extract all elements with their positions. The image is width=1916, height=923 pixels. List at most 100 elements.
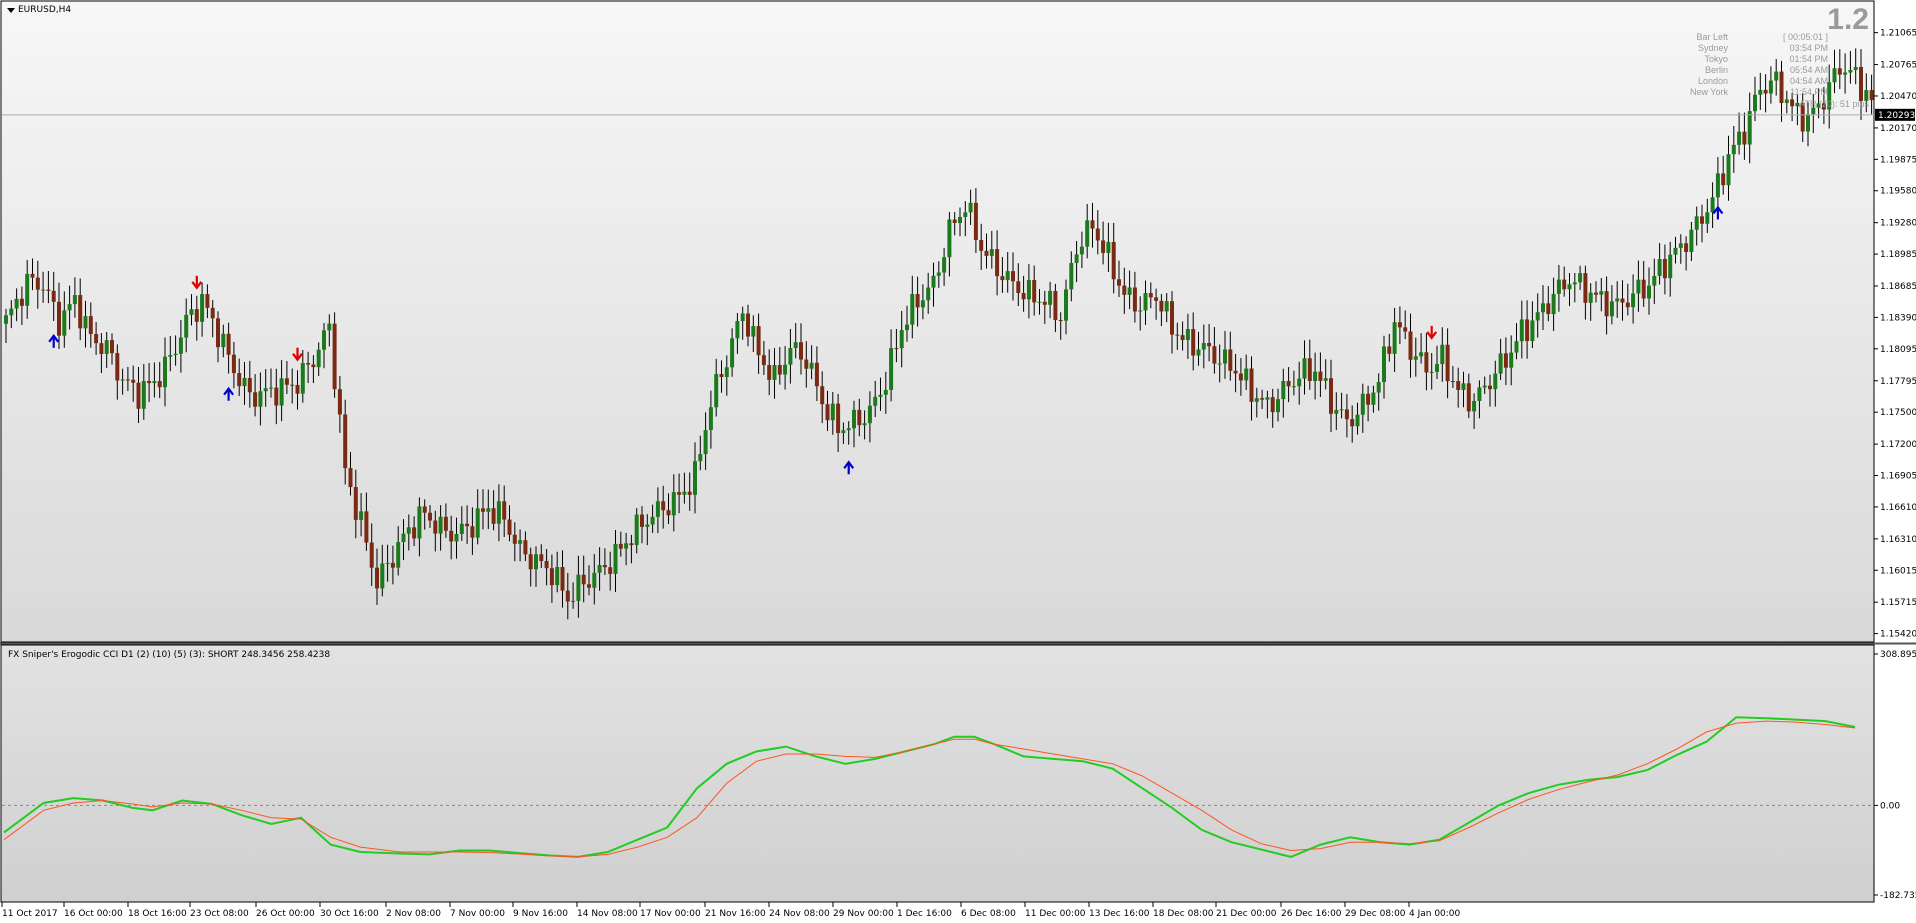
candle: [385, 544, 390, 582]
candle-body: [878, 394, 883, 397]
candle-body: [269, 387, 273, 389]
candle: [666, 493, 671, 524]
buy-arrow-icon: [843, 460, 855, 475]
candle-body: [1700, 216, 1704, 224]
candle: [979, 223, 984, 270]
clock-row: Bar Left [ 00:05:01 ]: [1628, 32, 1828, 43]
candle: [157, 362, 162, 399]
candle-body: [1069, 262, 1074, 290]
candle: [200, 282, 205, 337]
candle-body: [1032, 280, 1037, 303]
candle-body: [1609, 301, 1614, 317]
candle-body: [1758, 89, 1763, 95]
candle: [1488, 374, 1492, 407]
candle: [1768, 66, 1773, 104]
candle-body: [470, 526, 475, 538]
candle: [1541, 285, 1545, 331]
candle-body: [1790, 99, 1795, 107]
candle: [820, 371, 825, 424]
candle: [205, 284, 210, 319]
candle: [1223, 330, 1227, 379]
candle: [942, 247, 947, 286]
candle-body: [1265, 397, 1270, 400]
candle: [1572, 273, 1577, 303]
time-tick-label: 26 Dec 16:00: [1281, 909, 1342, 919]
candle: [269, 368, 273, 398]
candle: [1201, 324, 1206, 369]
candle: [1668, 241, 1673, 297]
indicator-title: FX Sniper's Erogodic CCI D1 (2) (10) (5)…: [8, 650, 331, 660]
candle: [1419, 333, 1424, 364]
candle: [316, 342, 321, 376]
candle: [51, 271, 56, 321]
candle-body: [316, 349, 321, 368]
candle-body: [1641, 279, 1646, 299]
candle: [1827, 64, 1832, 129]
candle: [910, 275, 915, 339]
symbol-title[interactable]: EURUSD,H4: [7, 5, 71, 15]
candle-body: [1710, 197, 1715, 213]
candle-body: [1599, 291, 1604, 295]
candle: [290, 368, 295, 404]
time-tick-label: 21 Nov 16:00: [705, 909, 766, 919]
candle-body: [1228, 349, 1233, 371]
candle-body: [1435, 364, 1439, 372]
candle: [1138, 296, 1143, 331]
chevron-down-icon[interactable]: [7, 7, 15, 13]
candle: [1843, 53, 1848, 94]
candle-body: [1816, 103, 1821, 108]
candle-body: [1011, 271, 1015, 282]
candle: [1254, 387, 1259, 418]
price-tick-label: 1.21065: [1880, 29, 1916, 39]
candle-body: [1270, 397, 1275, 413]
candle-body: [1715, 173, 1720, 198]
candle-body: [359, 511, 364, 520]
candle: [624, 532, 629, 566]
main-panel-area: [0, 0, 1875, 643]
candle: [1461, 371, 1466, 408]
candle: [163, 337, 167, 407]
candle-body: [655, 501, 660, 517]
candle-body: [284, 378, 289, 385]
candle: [486, 489, 491, 530]
price-tick-label: 1.17200: [1880, 440, 1916, 450]
candle-body: [1843, 72, 1848, 75]
current-price-tag: [1875, 108, 1915, 121]
candle: [1604, 276, 1609, 335]
candle-body: [438, 516, 443, 534]
time-tick-label: 13 Dec 16:00: [1089, 909, 1150, 919]
candle-body: [534, 554, 538, 570]
candle-body: [1344, 409, 1349, 420]
candle-body: [46, 289, 51, 291]
candle: [650, 504, 655, 533]
candle: [1376, 373, 1381, 411]
candle-body: [231, 354, 236, 374]
price-tick-label: 1.15420: [1880, 630, 1916, 640]
candle-body: [1307, 358, 1312, 381]
candle: [1334, 392, 1339, 431]
candle-body: [1652, 275, 1657, 286]
time-tick-label: 30 Oct 16:00: [320, 909, 379, 919]
candle: [883, 371, 888, 414]
time-tick-label: 11 Dec 00:00: [1025, 909, 1086, 919]
candle: [110, 333, 114, 365]
candle-body: [189, 309, 194, 315]
candle-body: [1514, 341, 1519, 353]
clock-row: London 04:54 AM: [1628, 76, 1828, 87]
candle-body: [353, 487, 358, 520]
candle: [1339, 392, 1344, 419]
candle-body: [1419, 352, 1424, 357]
candle-body: [1164, 301, 1169, 312]
candle: [438, 505, 443, 551]
candle: [14, 288, 19, 322]
clock-value: 04:54 AM: [1789, 76, 1828, 86]
candle-body: [25, 273, 30, 306]
candle-body: [608, 567, 613, 574]
candle-body: [369, 542, 374, 568]
candle: [1869, 74, 1874, 115]
candle-body: [1450, 381, 1455, 383]
candle-body: [905, 324, 909, 331]
candle-body: [1143, 293, 1148, 311]
candle-body: [740, 313, 745, 322]
